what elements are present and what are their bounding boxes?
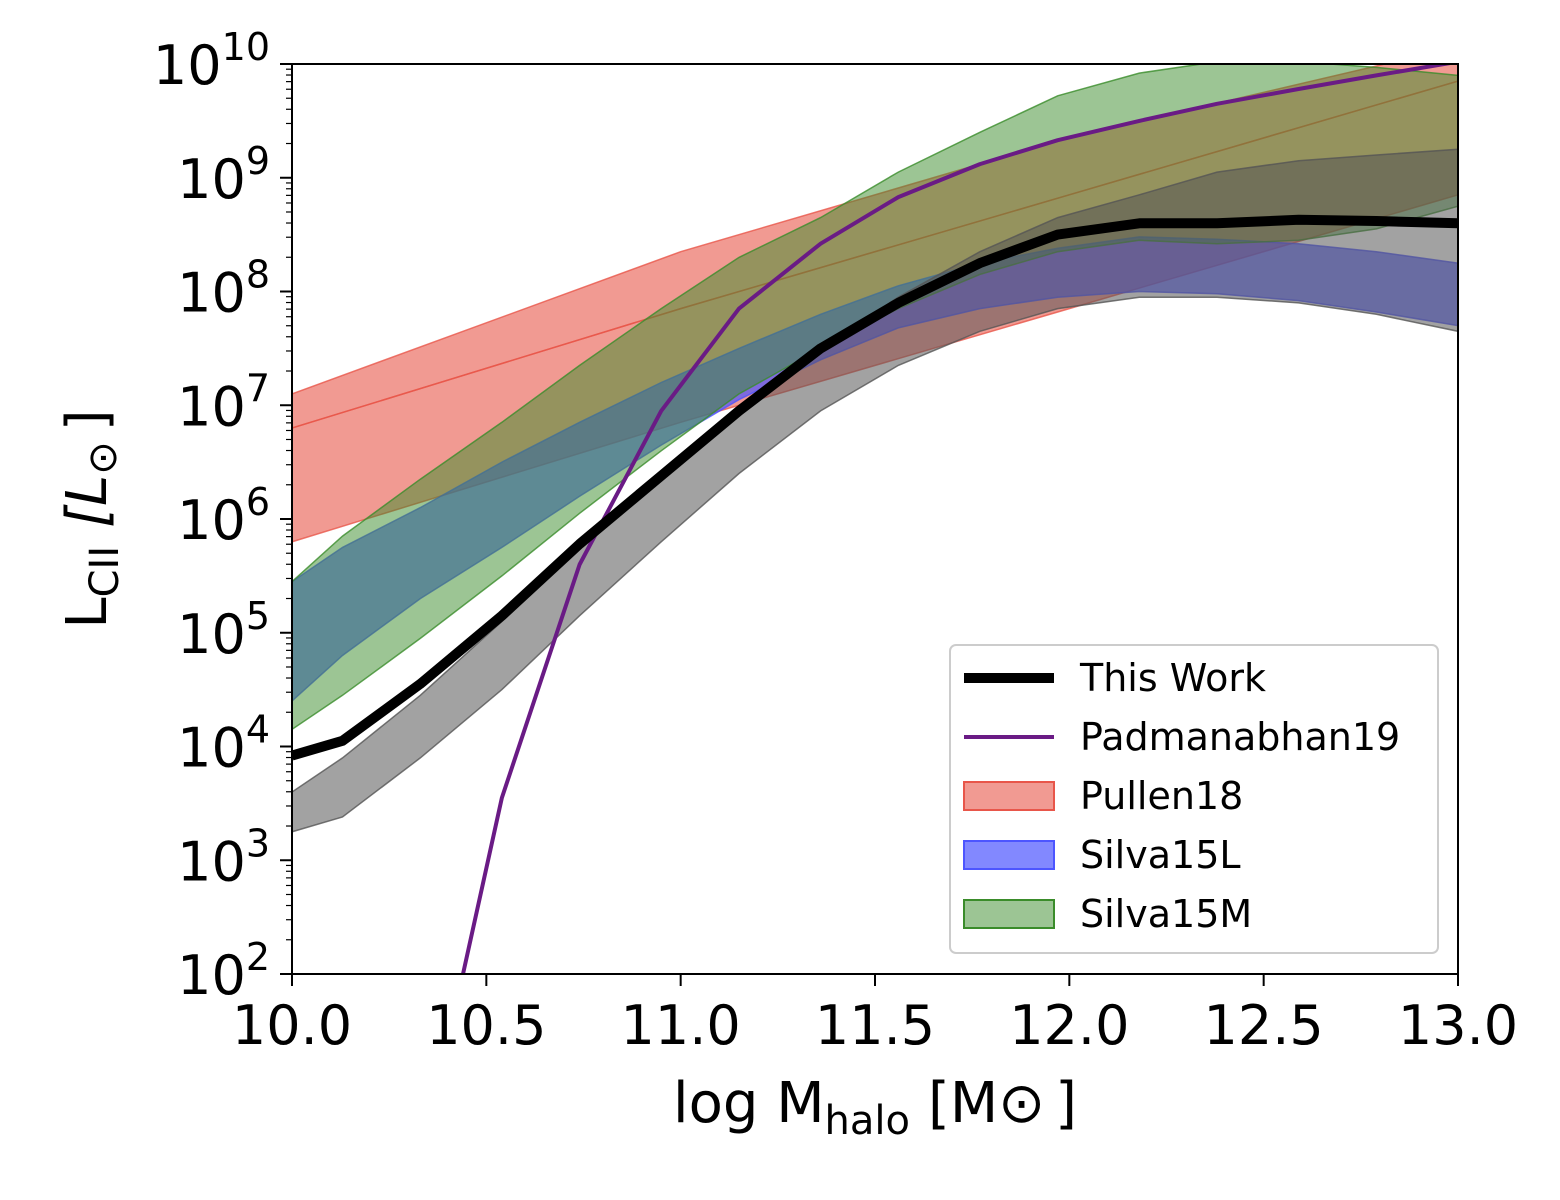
y-tick-label: 106	[177, 480, 270, 552]
legend-label-silva15m: Silva15M	[1080, 892, 1252, 936]
x-tick-label: 12.0	[1009, 994, 1129, 1057]
y-axis-label: LCII [L⊙]	[55, 409, 128, 628]
x-tick-label: 11.5	[815, 994, 935, 1057]
y-axis: 102 103 104 105 106 107 108 109 1010	[153, 25, 292, 1007]
legend-label-pullen18: Pullen18	[1080, 774, 1243, 818]
x-tick-label: 10.5	[426, 994, 546, 1057]
legend-swatch-silva15l	[963, 840, 1055, 870]
x-tick-label: 12.5	[1204, 994, 1324, 1057]
x-axis-label-unit-end: ]	[1055, 1071, 1077, 1136]
y-axis-label-main: L	[55, 597, 120, 628]
y-tick-label: 1010	[153, 25, 270, 97]
y-tick-label: 105	[177, 594, 270, 666]
y-axis-label-unit: [L	[55, 475, 120, 528]
x-axis: 10.0 10.5 11.0 11.5 12.0 12.5 13.0	[232, 974, 1518, 1057]
y-axis-label-sun: ⊙	[80, 441, 126, 475]
x-axis-label-unit: [M	[928, 1071, 998, 1136]
legend-label-padmanabhan19: Padmanabhan19	[1080, 715, 1400, 759]
legend: This Work Padmanabhan19 Pullen18 Silva15L Si…	[949, 644, 1439, 954]
x-axis-label-sub: halo	[825, 1098, 910, 1144]
lines-layer	[292, 64, 1458, 974]
y-tick-label: 103	[177, 821, 270, 893]
legend-box	[949, 644, 1439, 954]
y-tick-label: 107	[177, 366, 270, 438]
y-tick-label: 102	[177, 935, 270, 1007]
x-tick-label: 10.0	[232, 994, 352, 1057]
y-tick-label: 104	[177, 708, 270, 780]
legend-label-silva15l: Silva15L	[1080, 833, 1241, 877]
legend-swatch-pullen18	[963, 781, 1055, 811]
y-tick-label: 108	[177, 253, 270, 325]
legend-label-this-work: This Work	[1079, 656, 1266, 700]
y-axis-label-unit-end: ]	[55, 409, 120, 431]
y-tick-label: 109	[177, 139, 270, 211]
legend-swatch-silva15m	[963, 899, 1055, 929]
x-axis-label: log Mhalo [M⊙]	[673, 1071, 1077, 1144]
y-axis-label-sub: CII	[82, 546, 128, 598]
series-line-this-work	[292, 214, 1458, 761]
x-axis-label-main: log M	[673, 1071, 824, 1136]
x-tick-label: 13.0	[1398, 994, 1518, 1057]
x-tick-label: 11.0	[621, 994, 741, 1057]
x-axis-label-sun: ⊙	[998, 1071, 1045, 1136]
